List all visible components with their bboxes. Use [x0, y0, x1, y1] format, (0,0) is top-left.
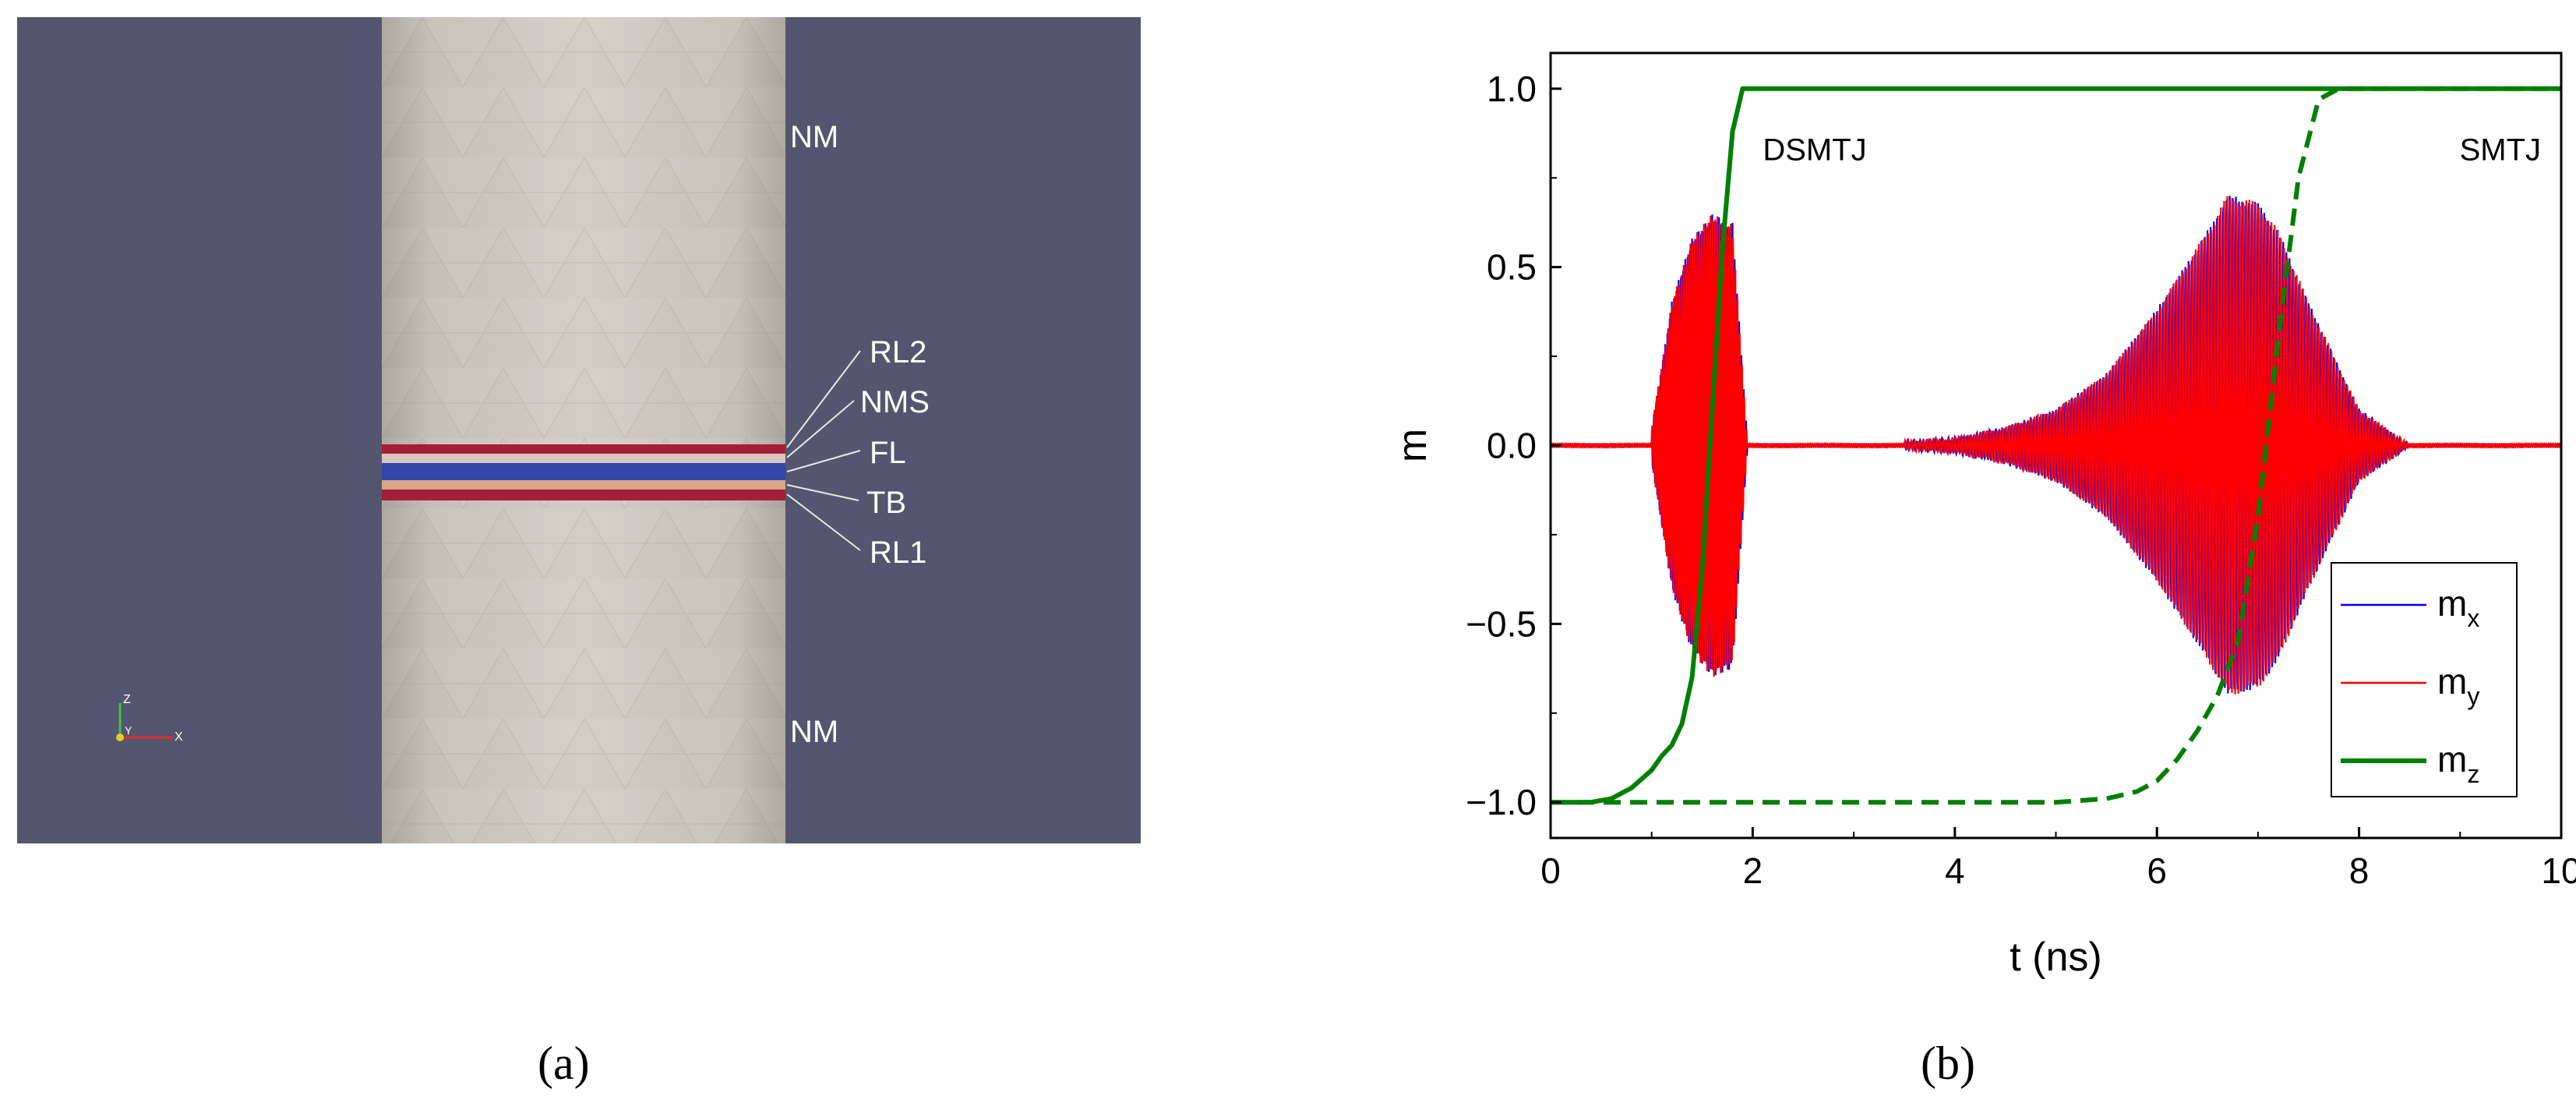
wire-render: RL2 NMS FL TB RL1 NM NM Z Y X	[17, 17, 1141, 843]
x-tick-label: 4	[1945, 850, 1965, 891]
legend: mx my mz	[2331, 562, 2518, 797]
legend-label-y: my	[2437, 661, 2479, 710]
x-tick-label: 0	[1540, 850, 1561, 891]
axis-ticks: 0 2 4 6 8 10 −1.0 −0.5 0.0 0.5 1.0	[1466, 69, 2576, 891]
y-tick-label: −1.0	[1466, 782, 1537, 822]
layer-label-rl2: RL2	[870, 335, 926, 369]
panel-a-render: RL2 NMS FL TB RL1 NM NM Z Y X	[17, 17, 1141, 843]
my-trace	[1551, 196, 2561, 695]
x-axis-label: t (ns)	[2010, 935, 2101, 980]
layer-tb	[382, 480, 785, 490]
x-tick-label: 10	[2541, 850, 2576, 891]
layer-rl2	[382, 444, 785, 454]
layer-label-nms: NMS	[860, 385, 930, 419]
axes-triad: Z Y X	[116, 693, 183, 744]
caption-b: (b)	[1921, 1038, 1975, 1089]
y-axis-label: m	[1390, 429, 1435, 462]
layer-rl1	[382, 490, 785, 500]
oscillation-traces	[1551, 196, 2561, 695]
y-tick-label: −0.5	[1466, 603, 1537, 644]
y-tick-label: 0.5	[1487, 247, 1537, 288]
axis-z-label: Z	[123, 693, 131, 706]
layer-label-fl: FL	[870, 436, 906, 470]
region-label-bottom: NM	[790, 715, 838, 749]
layer-stack	[382, 444, 785, 500]
mz-dsmtj-curve	[1551, 86, 2561, 805]
layer-fl	[382, 463, 785, 480]
legend-label-x: mx	[2437, 583, 2479, 632]
layer-label-group: RL2 NMS FL TB RL1 NM NM	[790, 120, 930, 749]
layer-leader-lines	[786, 350, 861, 551]
legend-box	[2331, 562, 2518, 797]
region-label-top: NM	[790, 120, 838, 154]
layer-label-tb: TB	[866, 486, 906, 520]
nanowire	[382, 17, 785, 843]
layer-label-rl1: RL1	[870, 536, 926, 570]
panel-b-chart: 0 2 4 6 8 10 −1.0 −0.5 0.0 0.5 1.0 t (ns) m DSMTJ …	[1371, 0, 2576, 1006]
x-tick-label: 6	[2147, 850, 2167, 891]
layer-nms	[382, 454, 785, 463]
axis-y-label: Y	[125, 724, 132, 737]
x-tick-label: 8	[2349, 850, 2370, 891]
legend-label-z: mz	[2437, 739, 2479, 788]
caption-a: (a)	[538, 1038, 590, 1089]
mz-smtj-curve	[1551, 86, 2561, 805]
y-tick-label: 1.0	[1487, 69, 1537, 109]
y-tick-label: 0.0	[1487, 426, 1537, 466]
x-tick-label: 2	[1743, 850, 1763, 891]
annotation-smtj: SMTJ	[2460, 133, 2541, 167]
annotation-dsmtj: DSMTJ	[1763, 133, 1866, 167]
axis-x-label: X	[175, 730, 183, 744]
magnetization-chart: 0 2 4 6 8 10−1.0−0.50.00.51.0 t (ns) m DSMTJ …	[1390, 51, 2576, 980]
mz-curves	[1551, 86, 2561, 805]
